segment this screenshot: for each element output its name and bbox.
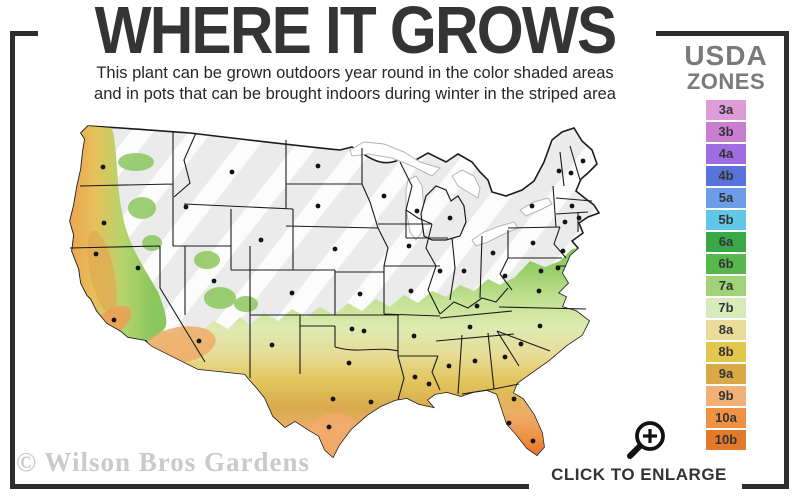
zone-swatch-10a: 10a (706, 408, 746, 429)
city-dot (437, 268, 443, 274)
click-to-enlarge-label[interactable]: CLICK TO ENLARGE (551, 465, 727, 484)
inland-green-patches (118, 153, 258, 312)
zoom-in-icon[interactable] (624, 412, 672, 462)
city-dot (560, 248, 566, 254)
city-dot (511, 396, 517, 402)
city-dot (576, 215, 582, 221)
zone-swatch-8a: 8a (706, 320, 746, 341)
legend-title-usda: USDA (684, 40, 768, 71)
city-dot (196, 338, 202, 344)
city-dot (518, 341, 524, 347)
city-dots (93, 158, 586, 444)
city-dot (211, 278, 217, 284)
city-dot (135, 265, 141, 271)
page-title: WHERE IT GROWS (94, 0, 618, 68)
frame-border-right (784, 31, 789, 489)
city-dot (569, 203, 575, 209)
usda-zones-legend: USDA ZONES 3a 3b 4a 4b 5a 5b 6a 6b 7a 7b 8a 8b 9a 9b 1… (678, 40, 774, 451)
zone-swatch-10b: 10b (706, 430, 746, 451)
city-dot (467, 324, 473, 330)
state-borders (69, 131, 593, 401)
zone-swatch-9b: 9b (706, 386, 746, 407)
michigan-peninsula (420, 185, 467, 241)
zone-swatch-3a: 3a (706, 100, 746, 121)
city-dot (414, 208, 420, 214)
city-dot (101, 220, 107, 226)
city-dot (562, 219, 568, 225)
city-dot (472, 358, 478, 364)
city-dot (580, 158, 586, 164)
city-dot (315, 203, 321, 209)
legend-title-zones: ZONES (686, 69, 766, 94)
zone-swatch-4b: 4b (706, 166, 746, 187)
zone-swatch-6a: 6a (706, 232, 746, 253)
city-dot (555, 265, 561, 271)
zone-swatch-8b: 8b (706, 342, 746, 363)
city-dot (411, 333, 417, 339)
frame-border-bottom-left (10, 484, 529, 489)
city-dot (530, 438, 536, 444)
zone-swatch-4a: 4a (706, 144, 746, 165)
zone-swatch-7a: 7a (706, 276, 746, 297)
subtitle-line-1: This plant can be grown outdoors year ro… (96, 64, 614, 82)
watermark: © Wilson Bros Gardens (16, 447, 310, 477)
city-dot (326, 424, 332, 430)
city-dot (183, 204, 189, 210)
city-dot (537, 323, 543, 329)
city-dot (258, 237, 264, 243)
city-dot (530, 240, 536, 246)
city-dot (538, 268, 544, 274)
city-dot (502, 273, 508, 279)
city-dot (346, 360, 352, 366)
zone-swatch-6b: 6b (706, 254, 746, 275)
city-dot (406, 243, 412, 249)
city-dot (556, 168, 562, 174)
frame-border-bottom-right (742, 484, 789, 489)
city-dot (426, 381, 432, 387)
city-dot (408, 288, 414, 294)
zone-swatch-7b: 7b (706, 298, 746, 319)
city-dot (361, 328, 367, 334)
city-dot (349, 326, 355, 332)
city-dot (474, 303, 480, 309)
city-dot (269, 342, 275, 348)
frame-border-top-right (656, 31, 789, 36)
city-dot (412, 374, 418, 380)
city-dot (368, 399, 374, 405)
city-dot (490, 250, 496, 256)
city-dot (529, 203, 535, 209)
zone-swatch-list: 3a 3b 4a 4b 5a 5b 6a 6b 7a 7b 8a 8b 9a 9b 10a 10b (678, 100, 774, 451)
subtitle: This plant can be grown outdoors year ro… (35, 63, 675, 105)
city-dot (536, 288, 542, 294)
city-dot (315, 163, 321, 169)
city-dot (447, 215, 453, 221)
frame-border-left (10, 31, 15, 489)
city-dot (93, 251, 99, 257)
city-dot (446, 363, 452, 369)
city-dot (100, 164, 106, 170)
city-dot (330, 396, 336, 402)
city-dot (289, 290, 295, 296)
frame-border-top-left (10, 31, 38, 36)
zone-swatch-3b: 3b (706, 122, 746, 143)
city-dot (229, 169, 235, 175)
city-dot (357, 291, 363, 297)
city-dot (332, 246, 338, 252)
city-dot (506, 420, 512, 426)
city-dot (502, 354, 508, 360)
zone-swatch-9a: 9a (706, 364, 746, 385)
subtitle-line-2: and in pots that can be brought indoors … (94, 85, 616, 104)
city-dot (568, 170, 574, 176)
city-dot (461, 268, 467, 274)
city-dot (381, 193, 387, 199)
zone-swatch-5b: 5b (706, 210, 746, 231)
zone-swatch-5a: 5a (706, 188, 746, 209)
city-dot (111, 317, 117, 323)
